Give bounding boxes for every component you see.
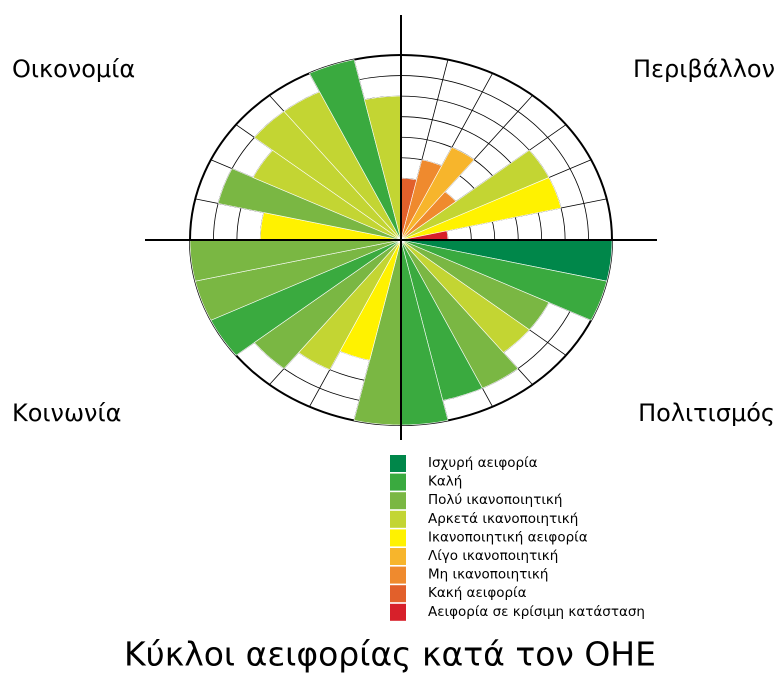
legend-swatch <box>390 455 406 472</box>
legend-swatch <box>390 566 406 584</box>
legend-label: Κακή αειφορία <box>428 585 527 601</box>
domain-label: Πολιτισμός <box>638 399 775 427</box>
segment <box>400 230 449 241</box>
segment <box>400 191 457 241</box>
bars <box>189 59 613 426</box>
legend-label: Λίγο ικανοποιητική <box>428 548 558 564</box>
legend-label: Ισχυρή αειφορία <box>428 455 538 471</box>
segment <box>400 239 550 331</box>
segment <box>400 239 483 401</box>
legend-label: Μη ικανοποιητική <box>428 567 548 583</box>
legend-label: Καλή <box>428 474 462 490</box>
segment <box>400 239 519 389</box>
segment <box>217 168 402 241</box>
legend-swatch <box>390 585 406 603</box>
chart-title: Κύκλοι αειφορίας κατά τον ΟΗΕ <box>124 635 656 674</box>
segment <box>400 239 608 321</box>
legend-swatch <box>390 492 406 510</box>
domain-label: Οικονομία <box>12 55 135 83</box>
segment <box>400 149 550 241</box>
segment <box>309 59 402 241</box>
legend-swatch <box>390 510 406 528</box>
segment <box>283 91 402 241</box>
legend-label: Πολύ ικανοποιητική <box>428 492 562 508</box>
segment <box>400 147 475 241</box>
segment <box>400 159 443 241</box>
segment <box>339 239 402 361</box>
segment <box>298 239 402 371</box>
segment <box>253 239 402 369</box>
legend: Ισχυρή αειφορία Καλή Πολύ ικανοποιητική Αρκ… <box>390 455 645 621</box>
legend-swatch <box>390 529 406 547</box>
segment <box>189 239 402 282</box>
segment <box>400 239 449 426</box>
segment <box>252 149 402 241</box>
segment <box>194 239 402 321</box>
legend-swatch <box>390 548 406 565</box>
legend-swatch <box>390 473 406 491</box>
domain-label: Κοινωνία <box>12 399 121 427</box>
segment <box>400 177 562 241</box>
segment <box>400 239 530 353</box>
legend-swatch <box>390 603 406 621</box>
legend-label: Αρκετά ικανοποιητική <box>428 511 578 527</box>
segment <box>364 95 402 241</box>
segment <box>210 239 402 356</box>
domain-label: Περιβάλλον <box>633 55 775 83</box>
segment <box>253 111 402 241</box>
legend-label: Αειφορία σε κρίσιμη κατάσταση <box>428 604 645 620</box>
legend-label: Ικανοποιητική αειφορία <box>428 529 588 545</box>
